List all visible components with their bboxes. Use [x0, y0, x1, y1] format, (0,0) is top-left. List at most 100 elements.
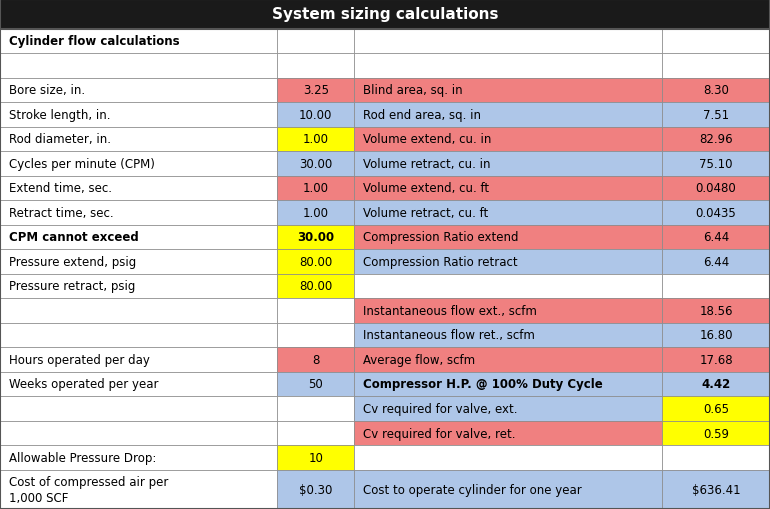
FancyBboxPatch shape: [277, 225, 354, 250]
Text: Retract time, sec.: Retract time, sec.: [9, 207, 114, 219]
Text: Cost to operate cylinder for one year: Cost to operate cylinder for one year: [363, 483, 582, 496]
Text: Pressure retract, psig: Pressure retract, psig: [9, 280, 136, 293]
Text: Pressure extend, psig: Pressure extend, psig: [9, 256, 136, 268]
Text: 8: 8: [312, 353, 320, 366]
Text: CPM cannot exceed: CPM cannot exceed: [9, 231, 139, 244]
FancyBboxPatch shape: [277, 421, 354, 445]
Text: 18.56: 18.56: [699, 304, 733, 317]
Text: Cv required for valve, ext.: Cv required for valve, ext.: [363, 402, 518, 415]
FancyBboxPatch shape: [662, 421, 770, 445]
FancyBboxPatch shape: [354, 372, 662, 397]
Text: 82.96: 82.96: [699, 133, 733, 146]
FancyBboxPatch shape: [662, 54, 770, 78]
Text: System sizing calculations: System sizing calculations: [272, 7, 498, 22]
Text: Instantaneous flow ret., scfm: Instantaneous flow ret., scfm: [363, 329, 535, 342]
FancyBboxPatch shape: [354, 348, 662, 372]
Text: $636.41: $636.41: [691, 483, 741, 496]
FancyBboxPatch shape: [662, 372, 770, 397]
FancyBboxPatch shape: [0, 225, 277, 250]
Text: 10.00: 10.00: [299, 108, 333, 122]
FancyBboxPatch shape: [277, 54, 354, 78]
Text: Volume extend, cu. ft: Volume extend, cu. ft: [363, 182, 490, 195]
FancyBboxPatch shape: [277, 470, 354, 509]
Text: Compression Ratio extend: Compression Ratio extend: [363, 231, 519, 244]
FancyBboxPatch shape: [354, 30, 662, 54]
Text: 4.42: 4.42: [701, 378, 731, 391]
FancyBboxPatch shape: [662, 470, 770, 509]
Text: Cv required for valve, ret.: Cv required for valve, ret.: [363, 427, 516, 440]
Text: 0.65: 0.65: [703, 402, 729, 415]
Text: 16.80: 16.80: [699, 329, 733, 342]
Text: Average flow, scfm: Average flow, scfm: [363, 353, 476, 366]
FancyBboxPatch shape: [277, 103, 354, 127]
FancyBboxPatch shape: [354, 152, 662, 176]
Text: $0.30: $0.30: [299, 483, 333, 496]
FancyBboxPatch shape: [277, 127, 354, 152]
Text: Cylinder flow calculations: Cylinder flow calculations: [9, 35, 180, 48]
Text: Extend time, sec.: Extend time, sec.: [9, 182, 112, 195]
FancyBboxPatch shape: [662, 299, 770, 323]
Text: Volume retract, cu. in: Volume retract, cu. in: [363, 158, 491, 171]
Text: 75.10: 75.10: [699, 158, 733, 171]
FancyBboxPatch shape: [277, 30, 354, 54]
Text: 8.30: 8.30: [703, 84, 729, 97]
FancyBboxPatch shape: [662, 323, 770, 348]
Text: 1.00: 1.00: [303, 207, 329, 219]
FancyBboxPatch shape: [0, 78, 277, 103]
Text: 3.25: 3.25: [303, 84, 329, 97]
FancyBboxPatch shape: [354, 250, 662, 274]
FancyBboxPatch shape: [0, 176, 277, 201]
Text: 0.0480: 0.0480: [696, 182, 736, 195]
FancyBboxPatch shape: [277, 274, 354, 299]
FancyBboxPatch shape: [0, 201, 277, 225]
Text: 0.59: 0.59: [703, 427, 729, 440]
FancyBboxPatch shape: [662, 176, 770, 201]
FancyBboxPatch shape: [277, 201, 354, 225]
FancyBboxPatch shape: [354, 176, 662, 201]
Text: Volume retract, cu. ft: Volume retract, cu. ft: [363, 207, 489, 219]
FancyBboxPatch shape: [0, 30, 277, 54]
Text: 80.00: 80.00: [299, 280, 333, 293]
Text: Compression Ratio retract: Compression Ratio retract: [363, 256, 518, 268]
FancyBboxPatch shape: [662, 127, 770, 152]
FancyBboxPatch shape: [662, 30, 770, 54]
Text: Rod diameter, in.: Rod diameter, in.: [9, 133, 111, 146]
Text: 80.00: 80.00: [299, 256, 333, 268]
FancyBboxPatch shape: [0, 470, 277, 509]
FancyBboxPatch shape: [0, 250, 277, 274]
FancyBboxPatch shape: [662, 445, 770, 470]
Text: 17.68: 17.68: [699, 353, 733, 366]
Text: 0.0435: 0.0435: [696, 207, 736, 219]
Text: 1.00: 1.00: [303, 182, 329, 195]
FancyBboxPatch shape: [354, 103, 662, 127]
FancyBboxPatch shape: [0, 103, 277, 127]
FancyBboxPatch shape: [0, 299, 277, 323]
FancyBboxPatch shape: [0, 54, 277, 78]
Text: Rod end area, sq. in: Rod end area, sq. in: [363, 108, 481, 122]
FancyBboxPatch shape: [277, 299, 354, 323]
FancyBboxPatch shape: [662, 152, 770, 176]
Text: Stroke length, in.: Stroke length, in.: [9, 108, 111, 122]
Text: Instantaneous flow ext., scfm: Instantaneous flow ext., scfm: [363, 304, 537, 317]
Text: 10: 10: [308, 451, 323, 464]
Text: Compressor H.P. @ 100% Duty Cycle: Compressor H.P. @ 100% Duty Cycle: [363, 378, 603, 391]
Text: Volume extend, cu. in: Volume extend, cu. in: [363, 133, 492, 146]
FancyBboxPatch shape: [277, 445, 354, 470]
Text: 30.00: 30.00: [299, 158, 333, 171]
Text: 1.00: 1.00: [303, 133, 329, 146]
FancyBboxPatch shape: [277, 250, 354, 274]
FancyBboxPatch shape: [662, 397, 770, 421]
FancyBboxPatch shape: [0, 372, 277, 397]
FancyBboxPatch shape: [0, 152, 277, 176]
FancyBboxPatch shape: [354, 445, 662, 470]
Text: Bore size, in.: Bore size, in.: [9, 84, 85, 97]
FancyBboxPatch shape: [354, 323, 662, 348]
FancyBboxPatch shape: [0, 127, 277, 152]
FancyBboxPatch shape: [662, 78, 770, 103]
FancyBboxPatch shape: [662, 348, 770, 372]
FancyBboxPatch shape: [0, 445, 277, 470]
Text: 30.00: 30.00: [297, 231, 334, 244]
FancyBboxPatch shape: [0, 348, 277, 372]
FancyBboxPatch shape: [277, 397, 354, 421]
FancyBboxPatch shape: [277, 176, 354, 201]
